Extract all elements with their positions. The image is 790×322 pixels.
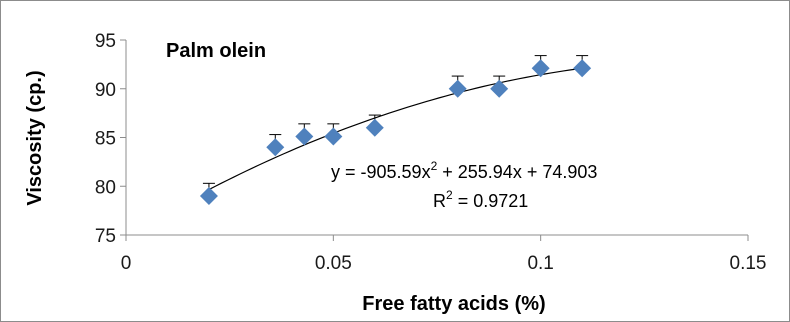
y-tick-label: 75	[95, 226, 116, 247]
equation-superscript: 2	[431, 159, 438, 173]
x-tick-label: 0.15	[730, 253, 767, 274]
y-tick-label: 95	[95, 31, 116, 52]
data-point	[365, 118, 384, 137]
trendline-equation: y = -905.59x2 + 255.94x + 74.903	[331, 159, 597, 182]
x-tick-label: 0.05	[315, 253, 352, 274]
data-point	[531, 59, 550, 78]
y-tick-label: 80	[95, 177, 116, 198]
series-title: Palm olein	[166, 40, 266, 62]
r2-superscript: 2	[446, 188, 453, 202]
equation-suffix: + 255.94x + 74.903	[437, 162, 597, 182]
equation-prefix: y = -905.59x	[331, 162, 431, 182]
x-tick-label: 0.1	[527, 253, 553, 274]
r-squared-label: R2 = 0.9721	[433, 188, 528, 211]
polynomial-trendline	[208, 67, 583, 191]
data-point	[490, 79, 509, 98]
r2-prefix: R	[433, 191, 446, 211]
x-axis-title: Free fatty acids (%)	[362, 293, 545, 315]
data-point	[266, 138, 285, 157]
data-point	[324, 127, 343, 146]
x-axis-ticks: 0 0.05 0.1 0.15	[121, 235, 767, 274]
y-axis-title: Viscosity (cp.)	[24, 70, 46, 205]
data-point	[199, 187, 218, 205]
x-tick-label: 0	[121, 253, 132, 274]
y-tick-label: 85	[95, 129, 116, 150]
data-point	[573, 59, 592, 78]
r2-suffix: = 0.9721	[453, 191, 529, 211]
data-points	[199, 59, 592, 205]
y-axis-ticks: 75 80 85 90 95	[95, 31, 126, 247]
data-point	[448, 79, 467, 98]
data-point	[295, 127, 314, 146]
y-tick-label: 90	[95, 80, 116, 101]
